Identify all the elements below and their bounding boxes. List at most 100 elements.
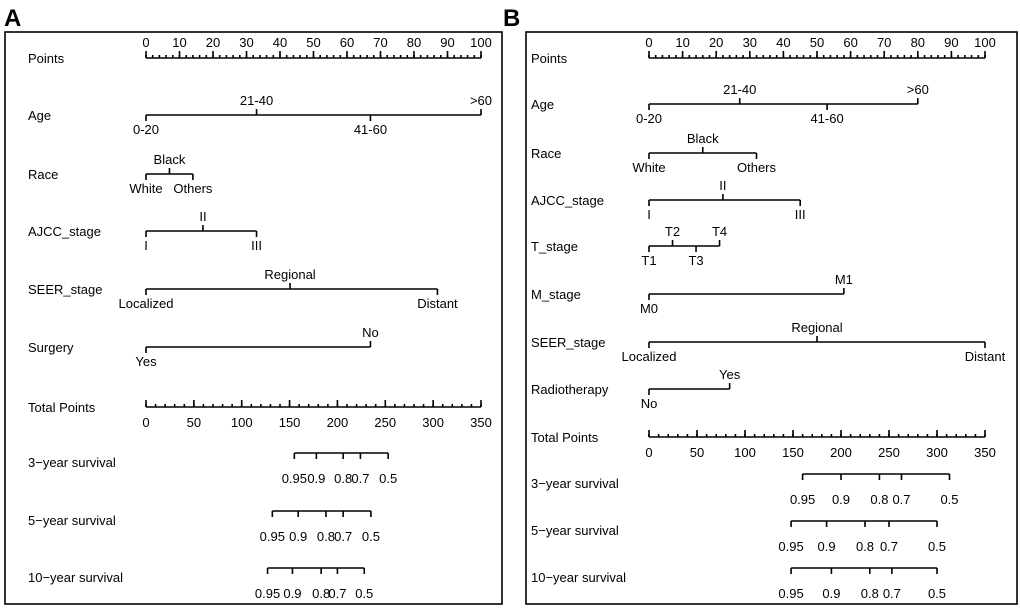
points-tick-label: 10 [172,35,186,50]
predictor-level-label: II [199,209,206,224]
points-tick-label: 0 [142,35,149,50]
survival-axis-label: 5−year survival [531,523,619,538]
survival-tick-label: 0.7 [883,586,901,601]
predictor-level-label: Others [737,160,777,175]
survival-tick-label: 0.8 [861,586,879,601]
total-points-tick-label: 150 [782,445,804,460]
points-tick-label: 70 [373,35,387,50]
points-tick-label: 30 [743,35,757,50]
survival-tick-label: 0.5 [928,539,946,554]
total-points-axis-label: Total Points [531,430,599,445]
predictor-level-label: 0-20 [636,111,662,126]
predictor-label: T_stage [531,239,578,254]
total-points-tick-label: 150 [279,415,301,430]
predictor-label: SEER_stage [28,282,102,297]
points-tick-label: 10 [675,35,689,50]
survival-tick-label: 0.5 [928,586,946,601]
predictor-level-label: >60 [907,82,929,97]
survival-tick-label: 0.8 [870,492,888,507]
points-tick-label: 50 [306,35,320,50]
survival-tick-label: 0.7 [880,539,898,554]
predictor-level-label: Yes [719,367,741,382]
points-tick-label: 90 [440,35,454,50]
total-points-tick-label: 250 [374,415,396,430]
survival-axis-label: 10−year survival [531,570,626,585]
survival-tick-label: 0.9 [307,471,325,486]
survival-tick-label: 0.9 [289,529,307,544]
survival-axis-label: 5−year survival [28,513,116,528]
survival-axis-label: 3−year survival [531,476,619,491]
panel-label: B [503,5,520,32]
survival-tick-label: 0.5 [940,492,958,507]
panel-label: A [4,5,21,32]
predictor-label: Age [28,108,51,123]
total-points-tick-label: 0 [142,415,149,430]
predictor-level-label: T2 [665,224,680,239]
total-points-tick-label: 350 [974,445,996,460]
survival-tick-label: 0.8 [317,529,335,544]
survival-tick-label: 0.9 [818,539,836,554]
predictor-label: Radiotherapy [531,382,609,397]
points-tick-label: 100 [974,35,996,50]
predictor-level-label: T3 [688,253,703,268]
points-tick-label: 20 [709,35,723,50]
points-tick-label: 60 [340,35,354,50]
predictor-label: AJCC_stage [531,193,604,208]
predictor-level-label: Distant [417,296,458,311]
points-tick-label: 90 [944,35,958,50]
predictor-level-label: No [641,396,658,411]
predictor-level-label: M1 [835,272,853,287]
predictor-level-label: 41-60 [354,122,387,137]
survival-tick-label: 0.7 [351,471,369,486]
survival-tick-label: 0.95 [282,471,307,486]
points-tick-label: 40 [776,35,790,50]
survival-tick-label: 0.8 [856,539,874,554]
points-tick-label: 0 [645,35,652,50]
predictor-level-label: Localized [119,296,174,311]
nomogram-panel-B: B Points 0 10 20 30 40 50 60 70 80 90 100 Age 0-20 21-4… [503,5,1018,605]
predictor-label: AJCC_stage [28,224,101,239]
points-tick-label: 70 [877,35,891,50]
predictor-level-label: 41-60 [810,111,843,126]
survival-tick-label: 0.9 [832,492,850,507]
points-tick-label: 40 [273,35,287,50]
points-tick-label: 80 [407,35,421,50]
survival-tick-label: 0.95 [778,586,803,601]
total-points-tick-label: 50 [690,445,704,460]
survival-tick-label: 0.95 [255,586,280,601]
points-tick-label: 100 [470,35,492,50]
predictor-level-label: T4 [712,224,727,239]
survival-tick-label: 0.7 [892,492,910,507]
total-points-tick-label: 300 [926,445,948,460]
predictor-level-label: 21-40 [723,82,756,97]
panel-frame [4,31,503,605]
predictor-level-label: 21-40 [240,93,273,108]
points-tick-label: 80 [911,35,925,50]
survival-tick-label: 0.95 [790,492,815,507]
predictor-level-label: III [251,238,262,253]
predictor-level-label: III [795,207,806,222]
predictor-level-label: II [719,178,726,193]
survival-tick-label: 0.8 [334,471,352,486]
survival-tick-label: 0.8 [312,586,330,601]
survival-tick-label: 0.5 [379,471,397,486]
survival-axis-label: 10−year survival [28,570,123,585]
predictor-level-label: No [362,325,379,340]
total-points-tick-label: 250 [878,445,900,460]
predictor-level-label: T1 [641,253,656,268]
survival-tick-label: 0.95 [260,529,285,544]
predictor-label: Age [531,97,554,112]
predictor-label: M_stage [531,287,581,302]
survival-tick-label: 0.7 [328,586,346,601]
survival-tick-label: 0.5 [355,586,373,601]
predictor-level-label: Localized [622,349,677,364]
predictor-level-label: Distant [965,349,1006,364]
survival-tick-label: 0.5 [362,529,380,544]
total-points-tick-label: 200 [327,415,349,430]
points-tick-label: 60 [843,35,857,50]
predictor-label: Surgery [28,340,74,355]
total-points-tick-label: 200 [830,445,852,460]
predictor-level-label: White [632,160,665,175]
predictor-level-label: M0 [640,301,658,316]
